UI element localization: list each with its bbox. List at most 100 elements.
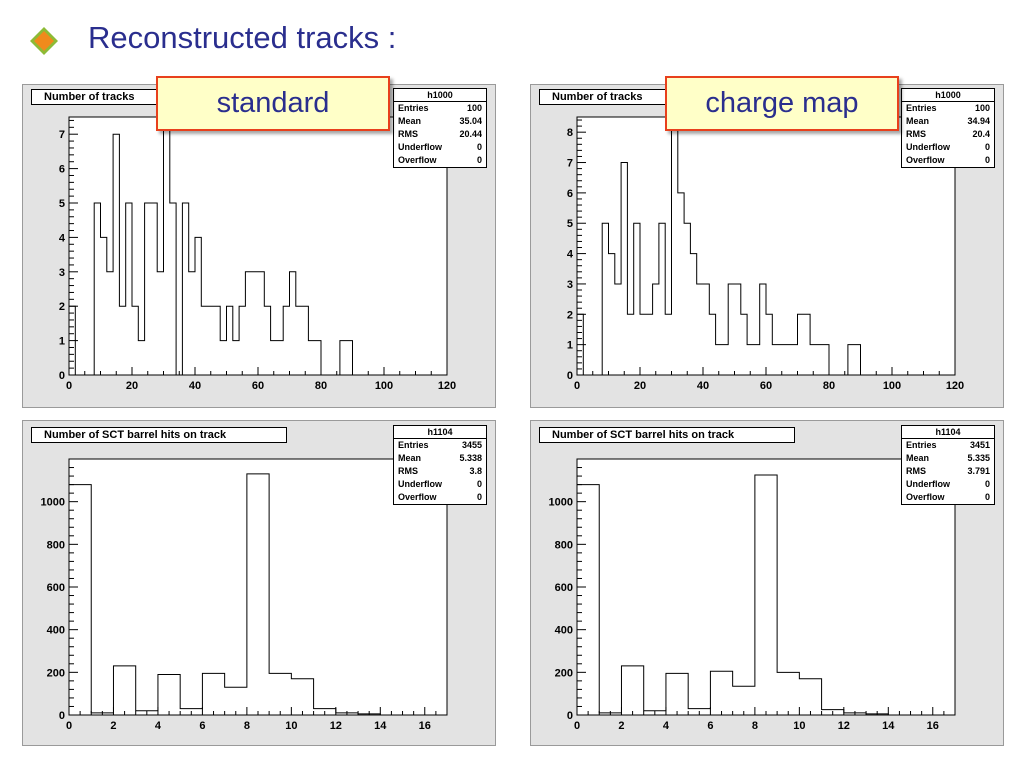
stats-value: 35.04 <box>459 116 482 126</box>
histogram-panel-tracks-standard: 0 20 40 60 80 100 120 0 1 2 3 4 5 6 7 Number of tracks… <box>22 84 496 408</box>
stats-label: Mean <box>906 116 930 126</box>
y-tick-label: 0 <box>567 710 573 722</box>
y-tick-label: 600 <box>47 582 65 594</box>
y-tick-label: 800 <box>555 539 573 551</box>
y-tick-label: 4 <box>567 249 574 261</box>
histogram-bin <box>189 272 195 375</box>
histogram-bin <box>220 341 226 375</box>
stats-value: 20.4 <box>972 129 990 139</box>
callout-charge-map: charge map <box>665 76 899 131</box>
stats-value: 3451 <box>969 440 990 450</box>
x-tick-label: 0 <box>66 380 72 392</box>
stats-row: Mean 34.94 <box>902 115 994 128</box>
histogram-bin <box>697 284 703 375</box>
stats-label: Underflow <box>906 479 950 489</box>
histogram-bin <box>157 272 163 375</box>
stats-row: Underflow 0 <box>902 141 994 154</box>
stats-label: Entries <box>906 440 937 450</box>
histogram-bin <box>202 673 224 715</box>
y-tick-label: 1000 <box>41 497 65 509</box>
histogram-bin <box>741 314 747 375</box>
histogram-bin <box>777 672 799 715</box>
histogram-bin <box>296 306 302 375</box>
histogram-bin <box>823 345 829 375</box>
histogram-bin <box>621 163 627 375</box>
stats-label: Mean <box>398 116 422 126</box>
histogram-plot: 0 20 40 60 80 100 120 0 1 2 3 4 5 6 7 <box>59 99 456 392</box>
y-tick-label: 5 <box>59 198 65 210</box>
histogram-bin <box>290 272 296 375</box>
histogram-bin <box>766 314 772 375</box>
histogram-title: Number of tracks <box>539 89 689 105</box>
histogram-bin <box>182 203 188 375</box>
histogram-outline <box>68 99 447 376</box>
histogram-bin <box>158 674 180 715</box>
histogram-bin <box>804 314 810 375</box>
stats-value: 0 <box>476 492 482 502</box>
x-tick-label: 80 <box>315 380 327 392</box>
histogram-panel-sct-hits-standard: 0 2 4 6 8 10 12 14 16 0 200 400 600 800 1000 Number of… <box>22 420 496 746</box>
stats-value: 3.791 <box>967 466 990 476</box>
y-tick-label: 7 <box>59 129 65 141</box>
stats-value: 0 <box>984 492 990 502</box>
y-tick-label: 6 <box>59 164 65 176</box>
y-tick-label: 0 <box>59 710 65 722</box>
stats-value: 100 <box>974 103 990 113</box>
histogram-bin <box>245 272 251 375</box>
histogram-bin <box>816 345 822 375</box>
stats-histogram-name: h1104 <box>394 426 486 439</box>
stats-box: h1104 Entries 3455 Mean 5.338 RMS 3.8 Underflo… <box>393 425 487 505</box>
histogram-bin <box>722 345 728 375</box>
x-tick-label: 8 <box>752 720 758 732</box>
plot-frame <box>68 458 448 716</box>
histogram-bin <box>315 341 321 375</box>
histogram-title: Number of SCT barrel hits on track <box>539 427 795 443</box>
histogram-bin <box>201 306 207 375</box>
stats-box: h1104 Entries 3451 Mean 5.335 RMS 3.791 Underf… <box>901 425 995 505</box>
x-tick-label: 0 <box>574 380 580 392</box>
stats-row: RMS 3.791 <box>902 465 994 478</box>
histogram-bin <box>779 345 785 375</box>
histogram-bin <box>170 203 176 375</box>
stats-label: Mean <box>398 453 422 463</box>
x-tick-label: 14 <box>374 720 387 732</box>
histogram-bin <box>283 306 289 375</box>
x-tick-label: 20 <box>126 380 138 392</box>
y-tick-label: 200 <box>47 667 65 679</box>
x-tick-label: 100 <box>375 380 393 392</box>
x-tick-label: 60 <box>252 380 264 392</box>
x-tick-label: 4 <box>663 720 670 732</box>
histogram-bin <box>264 306 270 375</box>
x-tick-label: 120 <box>438 380 456 392</box>
x-tick-label: 80 <box>823 380 835 392</box>
stats-label: Overflow <box>398 155 437 165</box>
plot-frame <box>576 458 956 716</box>
stats-histogram-name: h1000 <box>394 89 486 102</box>
stats-row: Entries 100 <box>394 102 486 115</box>
histogram-bin <box>94 203 100 375</box>
y-tick-label: 3 <box>567 279 573 291</box>
histogram-bin <box>145 203 151 375</box>
y-tick-label: 1000 <box>549 497 573 509</box>
stats-label: Entries <box>398 103 429 113</box>
x-tick-label: 16 <box>419 720 431 732</box>
y-tick-label: 0 <box>59 370 65 382</box>
histogram-title: Number of SCT barrel hits on track <box>31 427 287 443</box>
stats-row: Mean 35.04 <box>394 115 486 128</box>
histogram-bin <box>666 673 688 715</box>
histogram-bin <box>735 284 741 375</box>
histogram-plot: 0 2 4 6 8 10 12 14 16 0 200 400 600 800 1000 <box>549 458 956 732</box>
stats-value: 0 <box>984 479 990 489</box>
histogram-plot: 0 20 40 60 80 100 120 0 1 2 3 4 5 6 7 8 <box>567 101 964 392</box>
histogram-bin <box>308 341 314 375</box>
x-tick-label: 6 <box>707 720 713 732</box>
histogram-bin <box>233 341 239 375</box>
histogram-bin <box>151 203 157 375</box>
y-tick-label: 400 <box>47 625 65 637</box>
histogram-bin <box>747 345 753 375</box>
histogram-bin <box>302 306 308 375</box>
histogram-panel-sct-hits-charge-map: 0 2 4 6 8 10 12 14 16 0 200 400 600 800 1000 Number of… <box>530 420 1004 746</box>
stats-histogram-name: h1104 <box>902 426 994 439</box>
x-tick-label: 120 <box>946 380 964 392</box>
histogram-bin <box>772 345 778 375</box>
